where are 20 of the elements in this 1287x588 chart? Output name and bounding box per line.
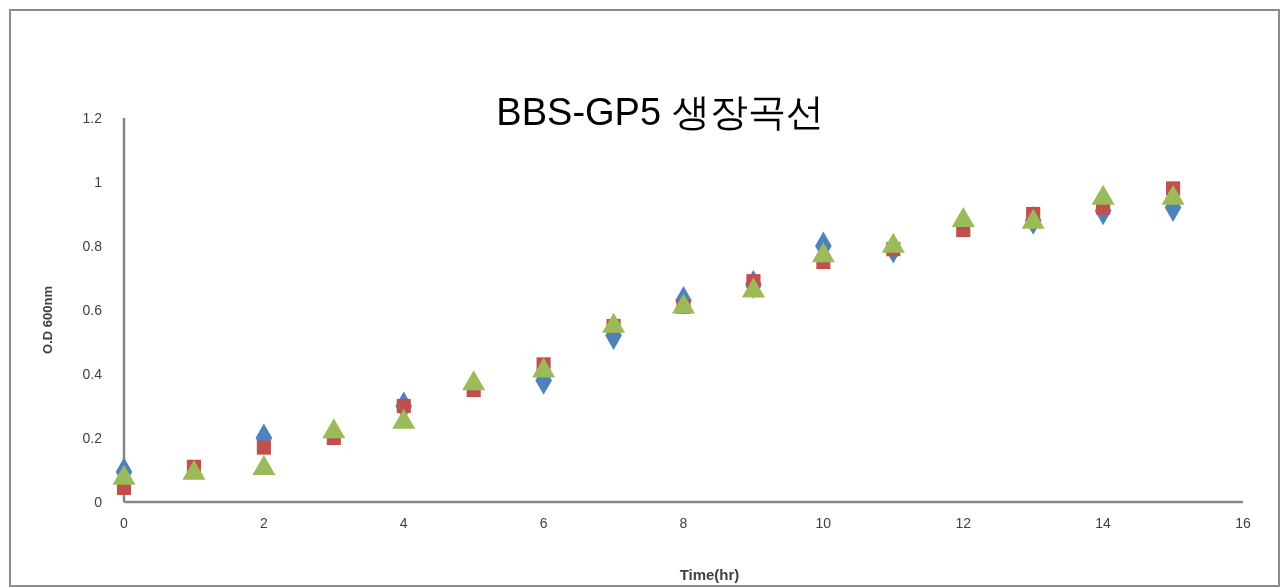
point [256, 440, 271, 455]
y-tick-label: 0.8 [82, 238, 103, 254]
x-tick-label: 0 [120, 515, 129, 531]
y-tick-label: 0.6 [82, 302, 103, 318]
y-tick-label: 1 [94, 174, 103, 190]
x-tick-label: 12 [955, 515, 972, 531]
y-tick-label: 0 [94, 494, 103, 510]
x-tick-label: 6 [539, 515, 548, 531]
x-tick-label: 8 [679, 515, 688, 531]
x-tick-label: 10 [815, 515, 832, 531]
x-tick-label: 4 [399, 515, 408, 531]
x-tick-label: 14 [1095, 515, 1112, 531]
chart-title: BBS-GP5 생장곡선 [496, 91, 824, 133]
x-tick-label: 16 [1235, 515, 1251, 531]
y-axis-title: O.D 600nm [40, 286, 55, 354]
x-tick-label: 2 [259, 515, 268, 531]
y-tick-label: 0.2 [82, 430, 103, 446]
x-axis-title: Time(hr) [679, 566, 740, 583]
y-tick-label: 1.2 [82, 110, 103, 126]
y-tick-label: 0.4 [82, 366, 103, 382]
